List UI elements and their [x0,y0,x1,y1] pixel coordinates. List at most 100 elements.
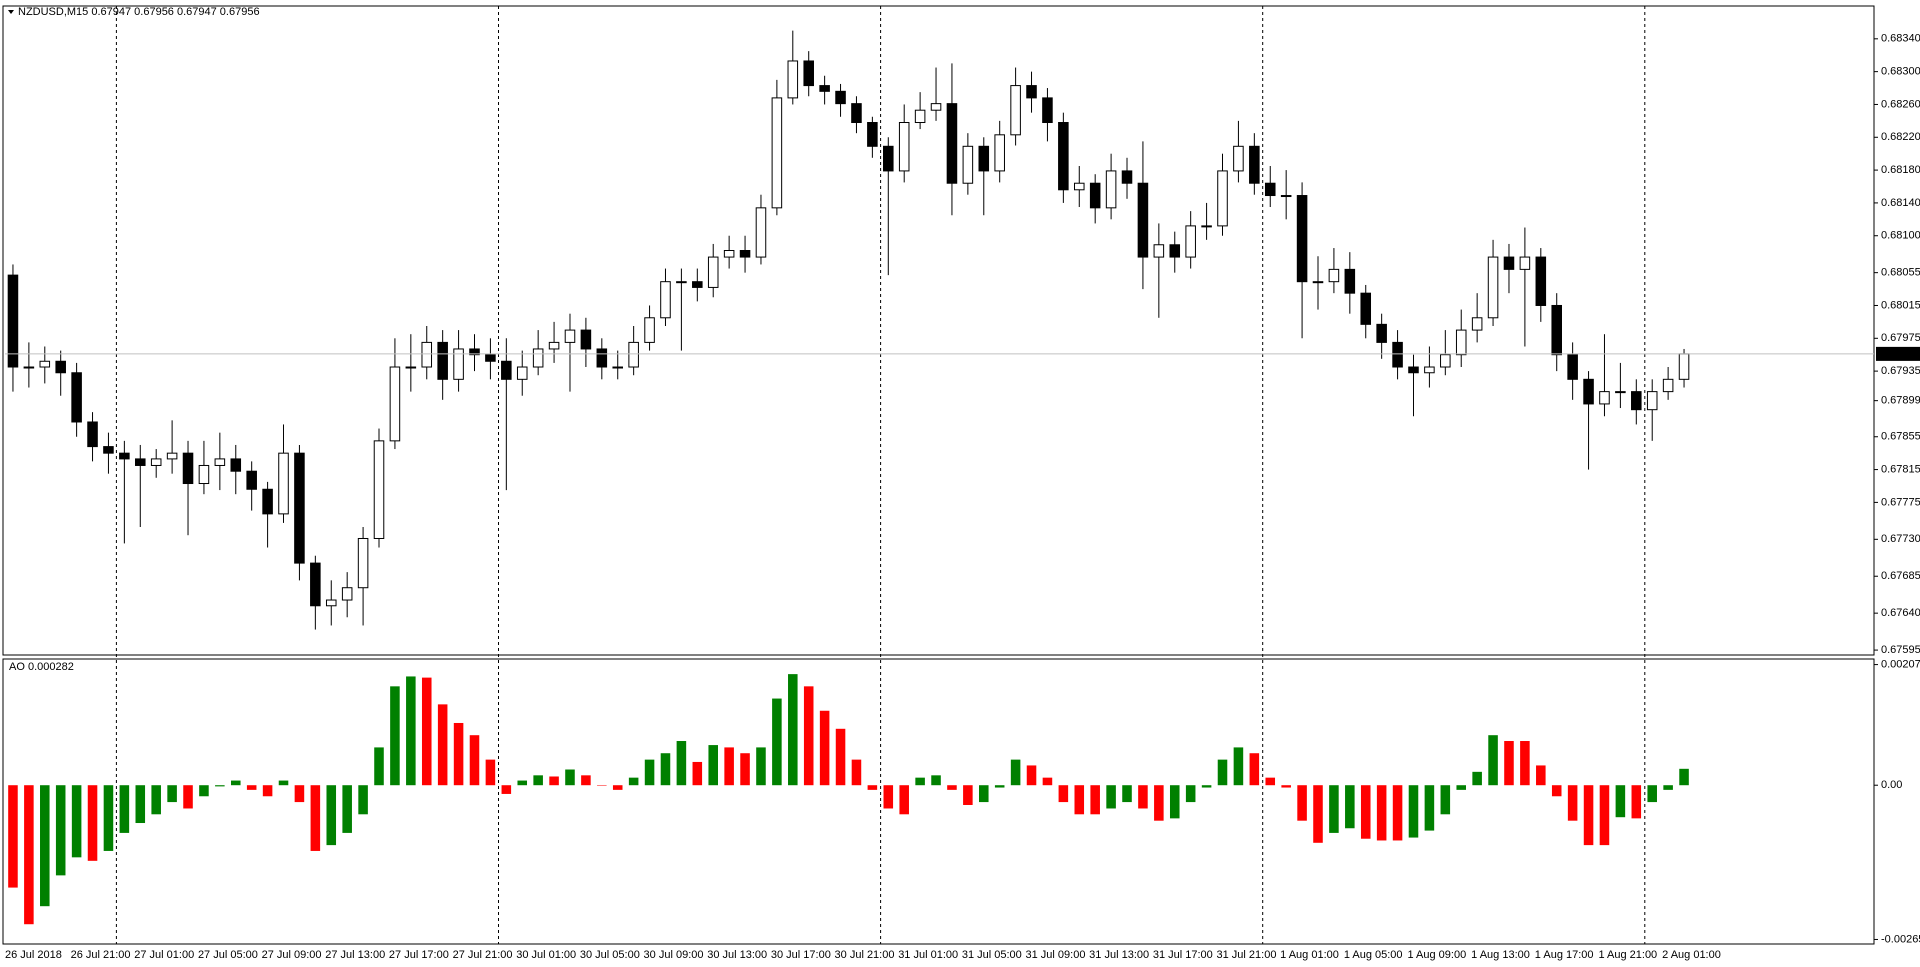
candle-body [278,452,289,515]
candle-body [437,341,448,380]
ao-bar [1599,785,1610,846]
y-tick-label: 0.67775 [1881,496,1920,508]
candle-body [469,348,480,356]
y-tick-label: 0.68340 [1881,33,1920,45]
ao-bar [1567,785,1578,821]
candle-body [150,458,162,466]
candle-body [739,250,751,258]
ao-bar [1169,785,1180,819]
candle-body [166,452,178,460]
ao-bar [899,785,909,815]
candle-body [55,360,66,374]
y-tick-label: 0.67730 [1881,533,1920,545]
candle-body [1010,85,1021,136]
ao-bar [1106,785,1116,809]
ao-bar [1440,785,1451,815]
candle-body [485,354,496,362]
x-tick-label: 27 Jul 09:00 [262,949,322,961]
ao-bar [8,785,18,888]
ao-bar [55,785,66,876]
ao-bar [772,698,782,786]
candle-body [1583,378,1594,405]
y-tick-label: 0.68180 [1881,164,1920,176]
ao-bar [1504,741,1514,786]
ao-bar [1042,777,1053,786]
y-tick-label: 0.67975 [1881,332,1920,344]
candle-body [182,452,194,485]
menu-arrow[interactable] [8,10,14,14]
y-tick-label: 0.67815 [1881,463,1920,475]
ao-bar [1360,785,1371,839]
ao-bar [549,776,559,786]
candle-body [1440,354,1451,368]
x-tick-label: 30 Jul 05:00 [580,949,640,961]
ao-bar [835,728,846,786]
y-tick-label: 0.68300 [1881,66,1920,78]
candle-body [310,562,321,607]
candle-body [978,145,990,172]
ao-bar [390,686,400,786]
ao-bar [788,674,798,786]
candle-body [707,256,719,288]
candle-body [1073,182,1085,191]
ao-bar [756,747,766,786]
candle-body [660,281,671,319]
ao-bar [565,769,575,786]
x-tick-label: 1 Aug 01:00 [1280,949,1339,961]
ao-bar [1154,785,1164,821]
x-tick-label: 1 Aug 05:00 [1344,949,1403,961]
ao-bar [676,741,687,786]
ao-bar [135,785,146,824]
candle-body [1503,256,1515,270]
x-tick-label: 26 Jul 21:00 [71,949,131,961]
candle-body [1408,366,1419,374]
x-tick-label: 30 Jul 13:00 [707,949,767,961]
y-tick-label: 0.68100 [1881,230,1920,242]
candle-body [564,329,576,343]
ao-bar [740,753,750,786]
ao-bar [358,785,368,815]
ao-bar [501,785,512,794]
candle-body [341,587,353,601]
price-label-bg [1876,346,1920,361]
ao-bar [1408,785,1419,838]
candle-body [1424,366,1435,374]
y-tick-label: 0.67685 [1881,570,1920,582]
ao-bar [453,722,464,786]
candle-body [421,341,433,368]
ao-bar [1345,785,1355,829]
ao-bar [1663,785,1673,790]
candle-body [1646,391,1658,411]
ao-bar [1281,785,1291,788]
ao-bar [1249,753,1260,786]
candle-body [262,488,273,515]
candle-body [373,440,385,539]
candle-body [803,60,814,87]
ao-bar [1010,759,1021,786]
indicator-title: AO 0.000282 [9,661,74,673]
candle-body [1058,122,1069,191]
ao-bar [867,785,878,790]
candle-body [1599,391,1610,405]
ao-bar [262,785,273,797]
candle-body [501,360,512,380]
x-tick-label: 26 Jul 2018 [5,949,62,961]
ao-bar [406,676,416,786]
ao-bar [581,775,591,786]
candle-body [198,464,210,485]
ao-bar [326,785,337,846]
candle-body [723,250,735,258]
candle-body [1631,391,1642,411]
ao-bar [963,785,973,805]
candle-body [994,134,1005,172]
ao-bar [119,785,130,833]
ao-bar [278,780,289,786]
ao-bar [1138,785,1148,809]
ao-bar [1647,785,1657,803]
candle-body [1105,170,1117,209]
candle-body [851,103,862,124]
candle-body [119,452,130,460]
candle-body [1615,391,1626,394]
